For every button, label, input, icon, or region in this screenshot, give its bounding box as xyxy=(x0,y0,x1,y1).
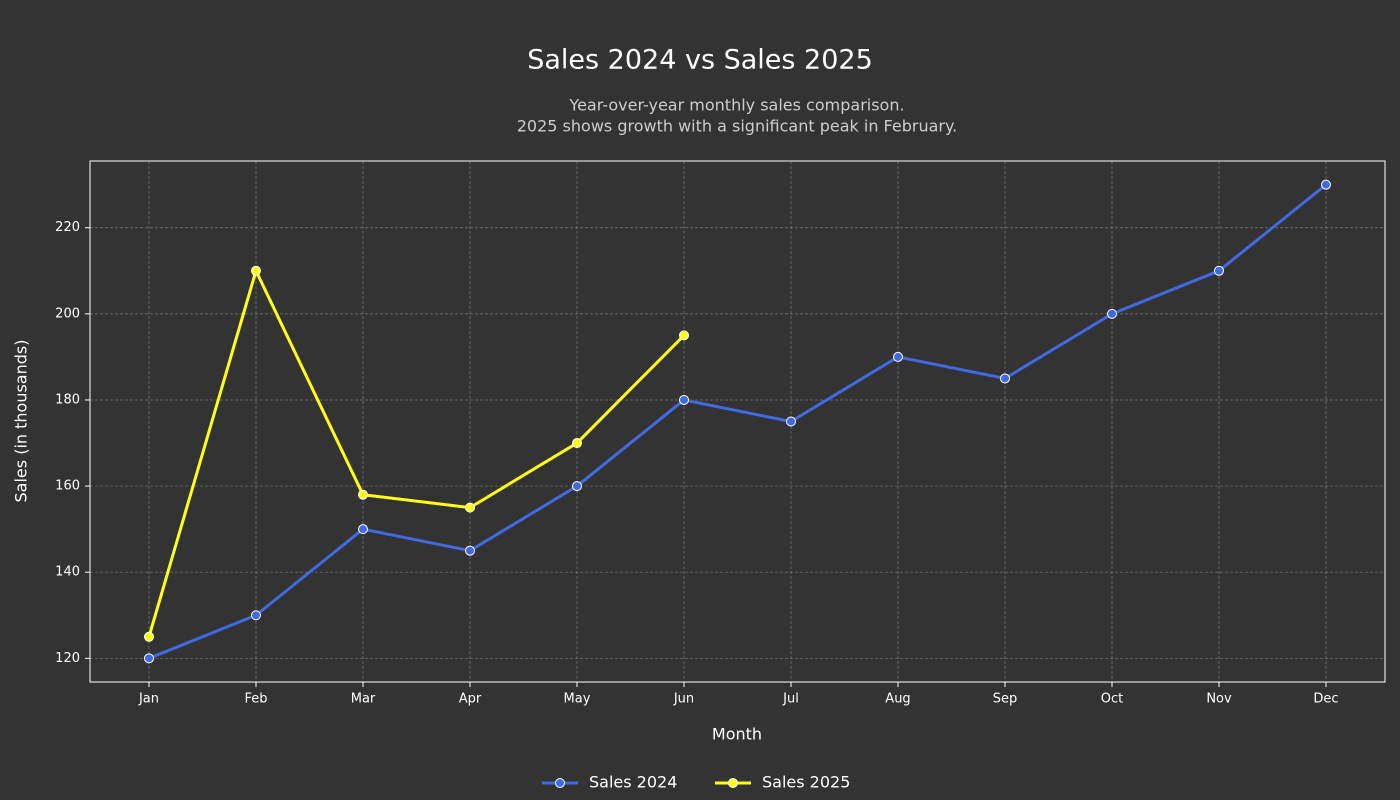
x-tick-label: Dec xyxy=(1313,692,1338,707)
y-axis-label: Sales (in thousands) xyxy=(12,340,31,503)
x-tick-label: Nov xyxy=(1206,692,1232,707)
series-line xyxy=(148,183,1327,660)
x-tick-label: Oct xyxy=(1101,692,1123,707)
data-point xyxy=(786,416,796,427)
data-point xyxy=(893,351,903,362)
data-point xyxy=(465,502,475,513)
x-tick-label: Apr xyxy=(459,692,482,707)
data-point xyxy=(679,394,689,405)
legend-label: Sales 2024 xyxy=(589,773,677,792)
data-point xyxy=(251,610,261,621)
data-point xyxy=(144,631,154,642)
x-tick-label: May xyxy=(564,692,591,707)
plot-frame xyxy=(89,160,1386,683)
x-tick-label: Aug xyxy=(885,692,910,707)
data-point xyxy=(144,653,154,664)
chart-subtitle: Year-over-year monthly sales comparison. xyxy=(568,96,904,115)
data-point xyxy=(358,524,368,535)
data-point xyxy=(358,489,368,500)
y-tick-label: 120 xyxy=(55,651,80,666)
y-tick-label: 200 xyxy=(55,306,80,321)
y-tick-label: 160 xyxy=(55,479,80,494)
x-tick-label: Feb xyxy=(244,692,267,707)
series-line xyxy=(147,269,686,638)
data-point xyxy=(572,481,582,492)
y-tick-label: 140 xyxy=(55,565,80,580)
data-point xyxy=(1000,373,1010,384)
data-point xyxy=(251,265,261,276)
chart-title: Sales 2024 vs Sales 2025 xyxy=(527,45,873,76)
y-tick-label: 180 xyxy=(55,392,80,407)
x-tick-label: Jan xyxy=(138,692,159,707)
x-tick-label: Jun xyxy=(673,692,694,707)
data-point xyxy=(1214,265,1224,276)
chart-subtitle: 2025 shows growth with a significant pea… xyxy=(517,117,958,136)
data-point xyxy=(1321,179,1331,190)
x-tick-label: Sep xyxy=(993,692,1018,707)
legend-label: Sales 2025 xyxy=(762,773,850,792)
x-tick-label: Jul xyxy=(782,692,799,707)
data-point xyxy=(1107,308,1117,319)
legend-marker xyxy=(728,778,738,788)
data-point xyxy=(679,330,689,341)
data-point xyxy=(465,545,475,556)
x-tick-label: Mar xyxy=(351,692,376,707)
y-tick-label: 220 xyxy=(55,220,80,235)
legend-marker xyxy=(555,778,565,788)
x-axis-label: Month xyxy=(712,725,762,744)
data-point xyxy=(572,438,582,449)
